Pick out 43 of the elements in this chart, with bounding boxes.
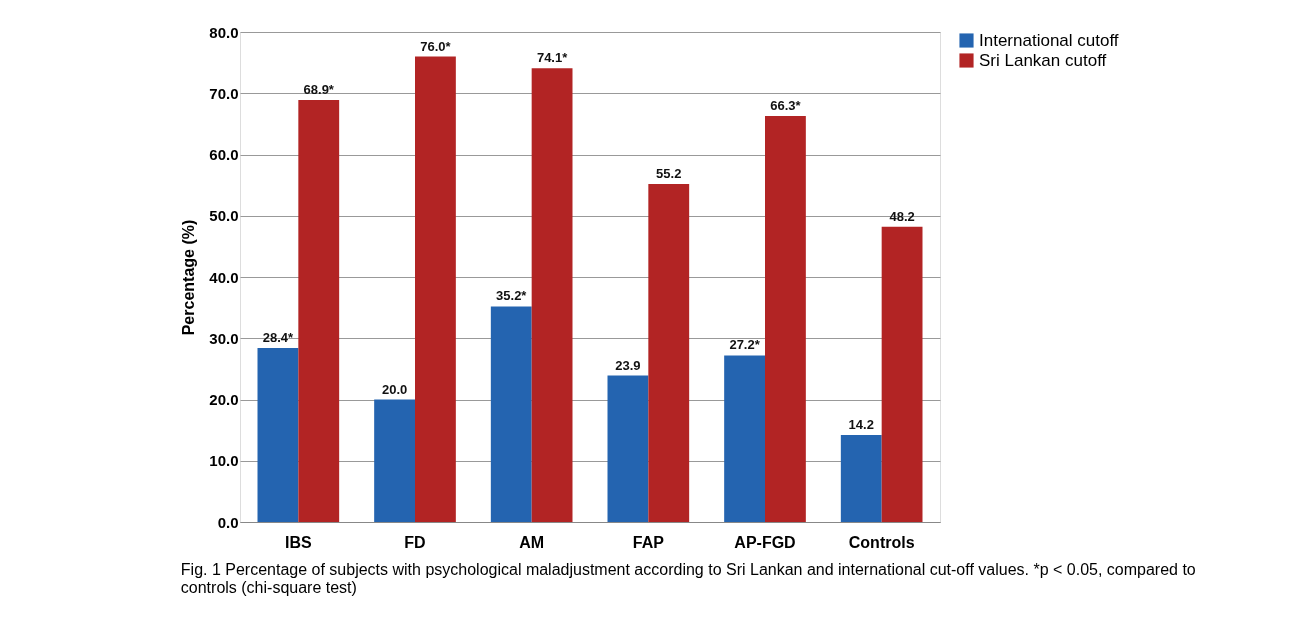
bar — [415, 56, 456, 522]
bar — [607, 375, 649, 522]
caption: Fig. 1 Percentage of subjects with psychological maladjustment according to Sri Lankan and international cut-off values. *p < 0.05, compared to controls (chi-square test) — [180, 561, 1196, 596]
data-label: 14.2 — [848, 417, 874, 433]
bar — [881, 226, 923, 522]
y-tick-label: 10.0 — [209, 452, 239, 470]
bar — [765, 115, 806, 522]
data-label: 20.0 — [381, 381, 408, 397]
y-tick-label: 70.0 — [209, 84, 239, 102]
y-tick-label: 60.0 — [209, 146, 239, 163]
y-tick-label: 40.0 — [209, 268, 239, 286]
bar — [298, 99, 340, 522]
data-label: 55.2 — [656, 165, 682, 181]
bar — [531, 68, 573, 522]
bar — [257, 348, 299, 522]
x-tick-label: AM — [519, 533, 545, 551]
x-tick-label: AP-FGD — [734, 533, 796, 551]
data-label: 68.9* — [303, 81, 335, 97]
y-tick-label: 80.0 — [209, 23, 239, 41]
y-tick-label: 30.0 — [209, 329, 239, 347]
x-tick-label: Controls — [848, 533, 915, 551]
data-label: 48.2 — [889, 208, 915, 224]
legend-label: International cutoff — [979, 30, 1119, 50]
y-tick-label: 20.0 — [209, 391, 239, 408]
data-label: 66.3* — [770, 97, 802, 113]
bar — [648, 183, 690, 522]
x-tick-label: IBS — [285, 533, 312, 551]
y-tick-label: 50.0 — [209, 207, 239, 225]
legend-label: Sri Lankan cutoff — [979, 50, 1107, 70]
x-tick-label: FD — [404, 533, 426, 551]
x-tick-label: FAP — [632, 533, 665, 551]
bar — [490, 306, 532, 522]
data-label: 76.0* — [420, 38, 452, 54]
data-label: 28.4* — [262, 330, 295, 346]
bar — [840, 435, 882, 522]
data-label: 35.2* — [496, 288, 528, 304]
y-tick-label: 0.0 — [217, 513, 239, 531]
data-label: 74.1* — [536, 50, 569, 66]
bar — [374, 399, 415, 522]
data-label: 27.2* — [729, 337, 761, 353]
bar — [724, 355, 765, 522]
data-label: 23.9 — [615, 357, 641, 373]
y-axis-title: Percentage (%) — [180, 219, 198, 336]
